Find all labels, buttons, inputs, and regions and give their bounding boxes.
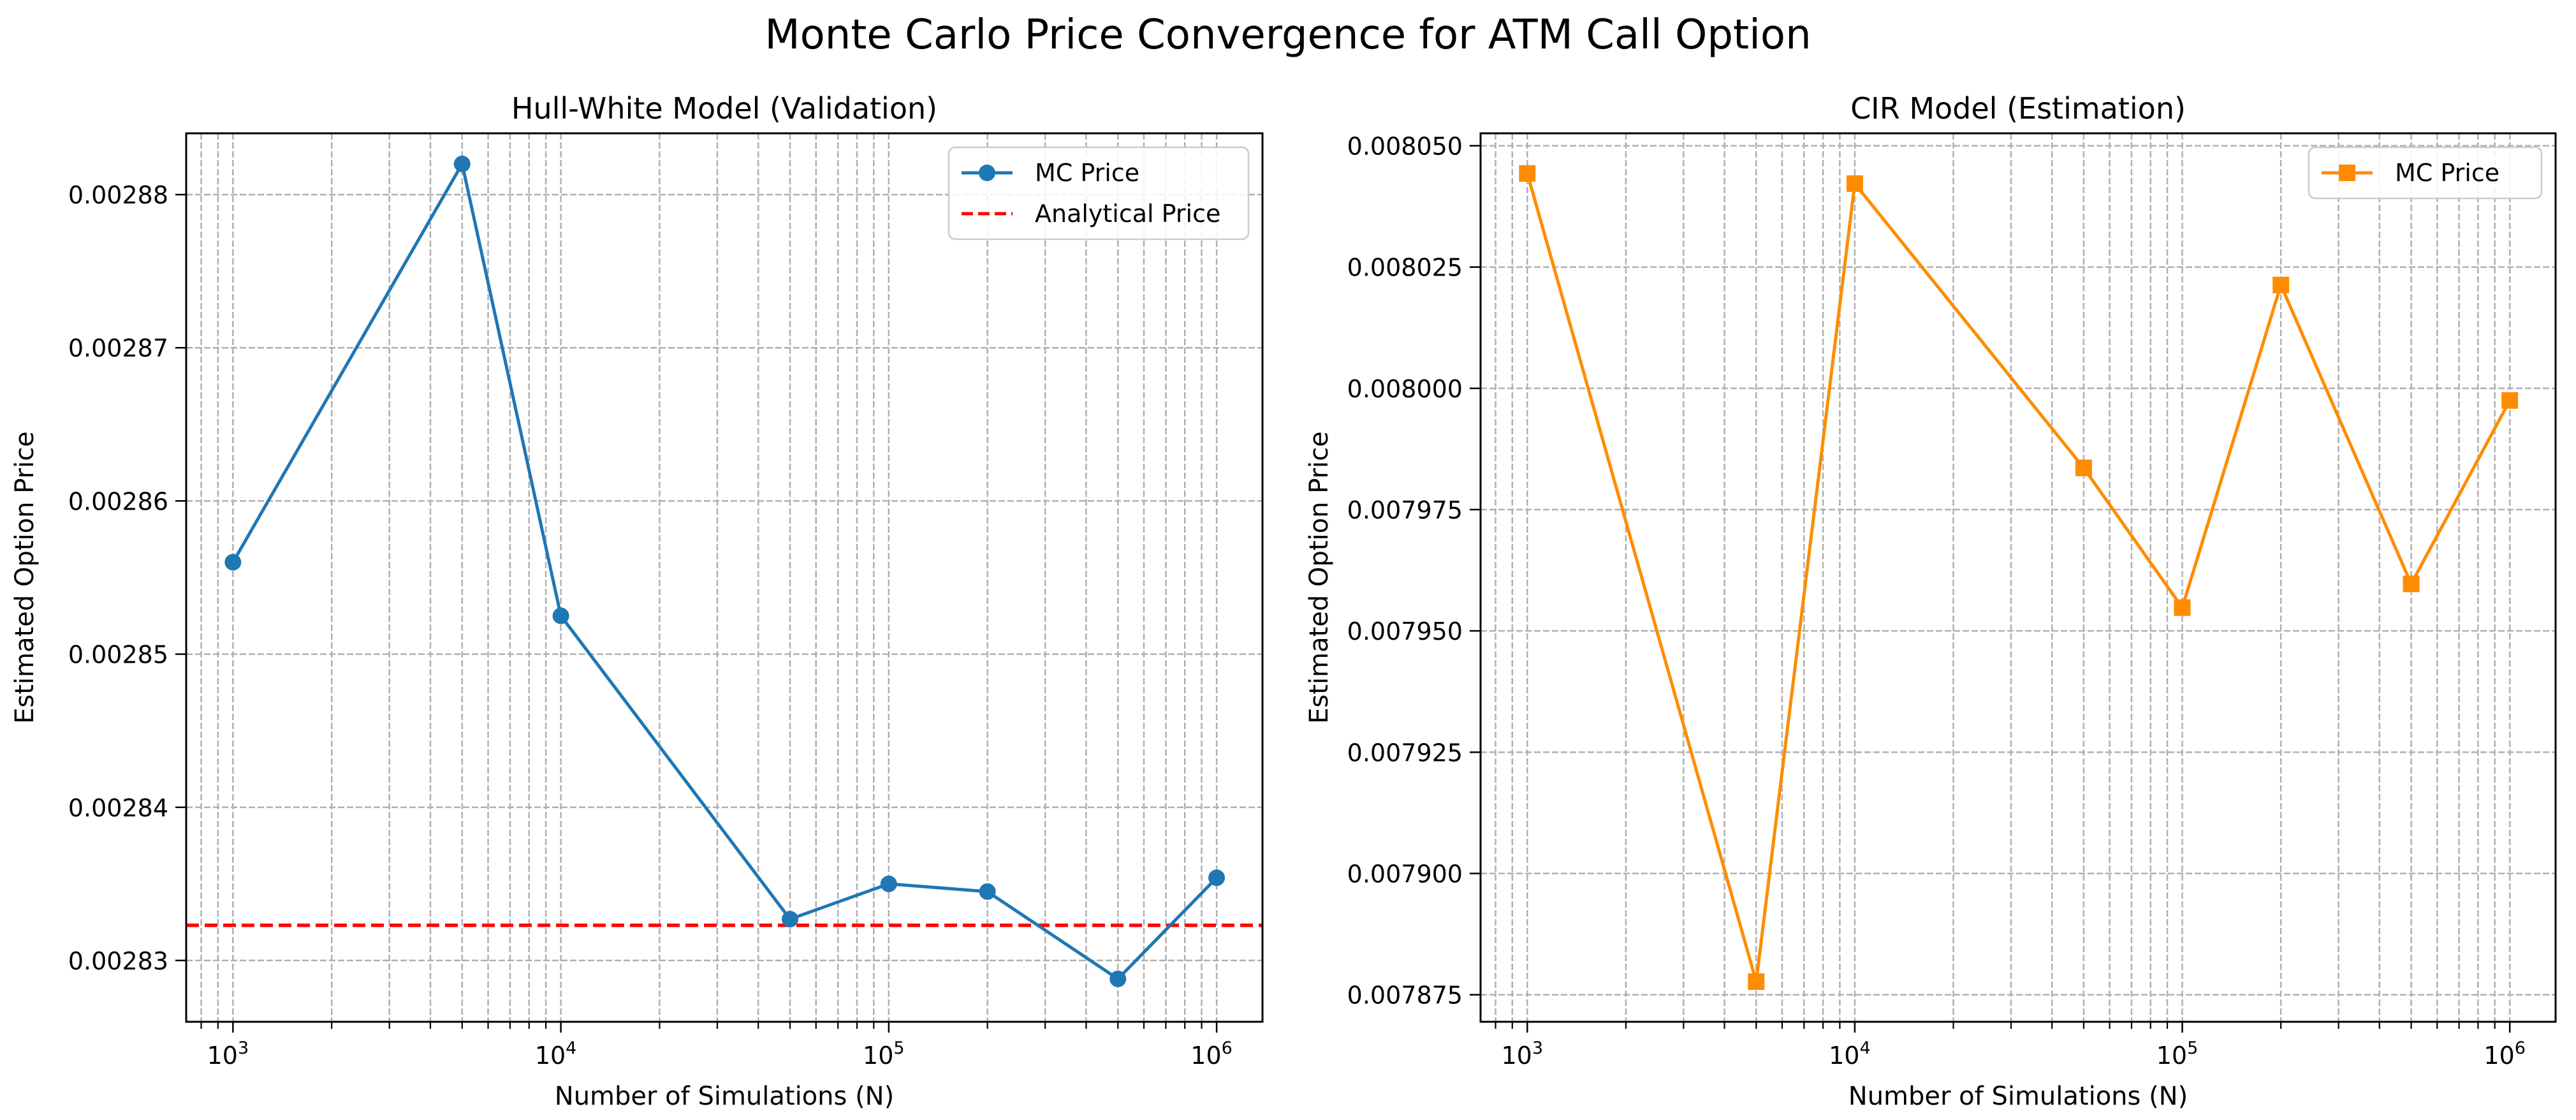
hw-data-point [224, 554, 242, 571]
hw-y-tick-label: 0.00283 [68, 947, 168, 975]
cir-x-tick-label: 104 [1829, 1038, 1871, 1070]
cir-y-axis-label: Estimated Option Price [1305, 431, 1334, 724]
hw-x-tick-label: 104 [535, 1038, 577, 1070]
cir-y-tick-label: 0.008050 [1347, 133, 1463, 161]
figure-title: Monte Carlo Price Convergence for ATM Ca… [765, 11, 1811, 59]
hw-y-tick-label: 0.00286 [68, 487, 168, 515]
hw-data-point [979, 883, 996, 900]
cir-data-point [2174, 599, 2191, 616]
cir-data-point [2403, 575, 2420, 593]
cir-series-line [1525, 173, 2512, 984]
hw-x-axis-label: Number of Simulations (N) [555, 1082, 894, 1111]
hw-legend: MC Price Analytical Price [948, 146, 1250, 240]
hw-legend-label: MC Price [1035, 159, 1139, 187]
cir-y-tick-label: 0.007950 [1347, 617, 1463, 645]
cir-panel-title: CIR Model (Estimation) [1850, 91, 2186, 126]
hw-y-tick-label: 0.00285 [68, 641, 168, 669]
cir-axes-frame [1479, 132, 2557, 1023]
cir-y-tick-label: 0.008000 [1347, 375, 1463, 403]
cir-x-axis-label: Number of Simulations (N) [1848, 1082, 2188, 1111]
cir-x-tick-label: 105 [2156, 1038, 2199, 1070]
hw-data-point [782, 911, 799, 928]
hw-plot-area [186, 133, 1262, 1022]
cir-data-point [2501, 392, 2519, 409]
cir-y-tick-label: 0.007900 [1347, 860, 1463, 888]
cir-x-tick-label: 106 [2484, 1038, 2526, 1070]
hw-legend-box [948, 146, 1250, 240]
cir-legend: MC Price [2308, 146, 2543, 200]
hw-data-point [1109, 970, 1127, 987]
hw-y-tick-label: 0.00287 [68, 334, 168, 362]
cir-y-tick-label: 0.007925 [1347, 739, 1463, 767]
cir-legend-box [2308, 146, 2543, 200]
cir-y-tick-label: 0.007875 [1347, 982, 1463, 1010]
hw-x-tick-label: 103 [207, 1038, 249, 1070]
cir-data-point [2272, 276, 2290, 293]
hw-x-axis-ticks: 103 104 105 106 [207, 133, 1233, 1070]
hull-white-panel: 103 104 105 106 0.00283 0.00284 0.00285 0.00286… [10, 91, 1264, 1111]
cir-data-point [1748, 973, 1765, 991]
cir-data-point [1846, 175, 1863, 192]
hw-data-point [453, 156, 471, 173]
hw-legend-marker [979, 165, 995, 181]
hw-data-point [552, 607, 569, 624]
hw-y-tick-label: 0.00288 [68, 181, 168, 209]
cir-data-point [1519, 165, 1536, 182]
hw-y-axis-label: Estimated Option Price [10, 431, 40, 724]
hw-series-line [231, 162, 1218, 981]
cir-y-axis-ticks: 0.007875 0.007900 0.007925 0.007950 0.007975… [1347, 133, 2556, 1010]
cir-x-tick-label: 103 [1502, 1038, 1544, 1070]
cir-data-point [2075, 459, 2092, 476]
cir-y-tick-label: 0.007975 [1347, 496, 1463, 524]
cir-x-axis-ticks: 103 104 105 106 [1502, 133, 2526, 1070]
hw-axes-frame [185, 132, 1264, 1023]
hw-legend-label: Analytical Price [1035, 200, 1220, 228]
hw-data-point [880, 875, 897, 892]
cir-y-tick-label: 0.008025 [1347, 254, 1463, 282]
hw-panel-title: Hull-White Model (Validation) [511, 91, 937, 126]
cir-legend-marker [2339, 165, 2355, 181]
hw-x-tick-label: 106 [1190, 1038, 1233, 1070]
hw-y-tick-label: 0.00284 [68, 794, 168, 822]
cir-legend-label: MC Price [2395, 159, 2499, 187]
cir-panel: 103 104 105 1060.0078750.0079000.0079250.00… [1305, 91, 2557, 1111]
hw-data-point [1208, 869, 1226, 887]
hw-x-tick-label: 105 [863, 1038, 905, 1070]
